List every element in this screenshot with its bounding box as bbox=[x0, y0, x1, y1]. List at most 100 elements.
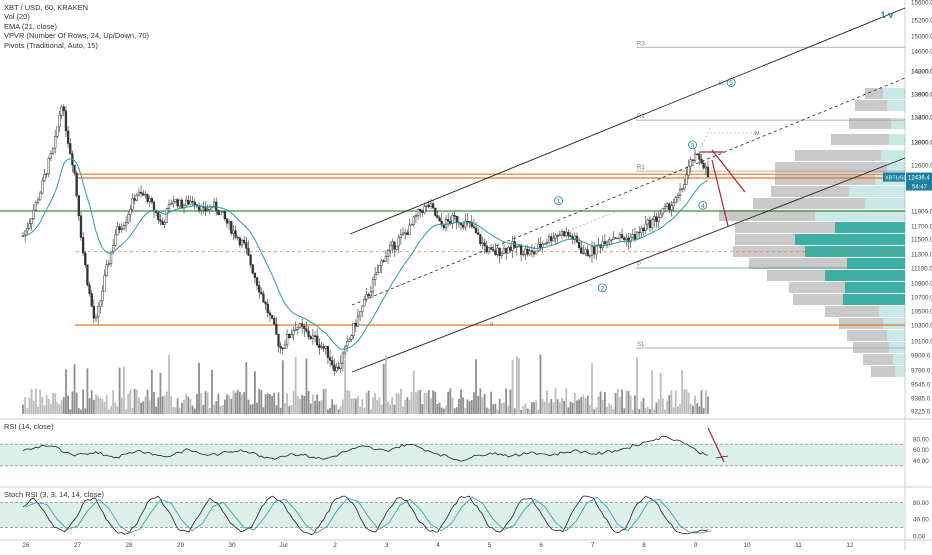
volume-bar bbox=[614, 392, 617, 414]
candle-body bbox=[678, 189, 682, 196]
candle-body bbox=[648, 219, 652, 229]
volume-bar bbox=[466, 399, 469, 414]
volume-bar bbox=[41, 396, 44, 414]
price-tick-label: 14200.0 bbox=[911, 69, 932, 76]
candle-body bbox=[285, 333, 289, 346]
volume-bar bbox=[653, 409, 656, 414]
candle-body bbox=[49, 153, 53, 159]
legend-vpvr[interactable]: VPVR (Number Of Rows, 24, Up/Down, 70) bbox=[4, 31, 150, 41]
candle-body bbox=[472, 226, 476, 229]
candle-body bbox=[109, 251, 113, 264]
volume-bar bbox=[558, 402, 561, 414]
candle-body bbox=[389, 245, 392, 251]
vpvr-down-bar bbox=[865, 88, 883, 99]
legend-volume[interactable]: Vol (20) bbox=[4, 12, 30, 22]
candle-body bbox=[408, 224, 411, 236]
volume-bar bbox=[507, 405, 510, 414]
candle-body bbox=[477, 232, 480, 235]
candle-body bbox=[311, 335, 315, 340]
candle-body bbox=[635, 231, 639, 240]
candle-body bbox=[670, 205, 673, 211]
candle-body bbox=[706, 166, 710, 178]
candle-body bbox=[200, 206, 203, 211]
volume-bar bbox=[417, 390, 419, 414]
volume-bar bbox=[97, 396, 100, 414]
volume-bar bbox=[651, 370, 654, 414]
volume-bar bbox=[303, 395, 306, 414]
candle-body bbox=[532, 251, 536, 255]
vpvr-down-bar bbox=[753, 198, 865, 209]
candle-body bbox=[573, 235, 576, 240]
rsi-title[interactable]: RSI (14, close) bbox=[4, 422, 54, 431]
candle-body bbox=[255, 277, 259, 286]
volume-bar bbox=[552, 402, 555, 414]
candle-body bbox=[243, 239, 246, 244]
vpvr-up-bar bbox=[849, 186, 905, 197]
candle-body bbox=[341, 352, 345, 364]
candle-body bbox=[331, 360, 334, 366]
candle-body bbox=[157, 212, 160, 221]
vpvr-down-bar bbox=[855, 100, 887, 111]
candle-body bbox=[429, 203, 433, 208]
candle-body bbox=[702, 162, 705, 169]
volume-bar bbox=[668, 395, 671, 414]
volume-bar bbox=[432, 390, 435, 414]
candle-body bbox=[605, 241, 609, 245]
volume-bar bbox=[389, 404, 392, 414]
candle-body bbox=[268, 312, 272, 316]
volume-bar bbox=[24, 397, 27, 414]
volume-bar bbox=[425, 392, 428, 414]
vpvr-down-bar bbox=[839, 318, 883, 329]
candle-body bbox=[444, 219, 448, 229]
candle-body bbox=[633, 234, 637, 240]
candle-body bbox=[504, 248, 508, 254]
volume-bar bbox=[616, 388, 619, 414]
stoch-signal-line bbox=[25, 496, 712, 534]
volume-bar bbox=[281, 360, 284, 414]
candle-body bbox=[582, 252, 585, 255]
candle-body bbox=[328, 357, 332, 361]
rsi-tick-label: 40.00 bbox=[913, 458, 929, 465]
volume-bar bbox=[700, 390, 703, 414]
volume-bar bbox=[382, 363, 385, 414]
candle-body bbox=[326, 345, 330, 358]
candle-body bbox=[101, 290, 104, 302]
candle-body bbox=[530, 250, 534, 252]
legend-pivots[interactable]: Pivots (Traditional, Auto, 15) bbox=[4, 40, 98, 50]
candle-body bbox=[337, 366, 340, 370]
volume-bar bbox=[286, 393, 289, 414]
volume-bar bbox=[193, 408, 196, 414]
candle-body bbox=[180, 199, 184, 208]
candle-body bbox=[313, 335, 317, 337]
volume-bar bbox=[603, 392, 606, 414]
candle-body bbox=[603, 241, 607, 245]
volume-bar bbox=[238, 391, 241, 414]
candle-body bbox=[552, 237, 555, 242]
volume-bar bbox=[47, 399, 50, 414]
legend-ema[interactable]: EMA (21, close) bbox=[4, 21, 57, 31]
candle-body bbox=[358, 311, 362, 317]
volume-bar bbox=[698, 406, 701, 414]
candle-body bbox=[303, 326, 306, 330]
price-tick-label: 9700.0 bbox=[911, 368, 931, 375]
candle-body bbox=[94, 316, 98, 319]
main-legend: XBT / USD, 60, KRAKEN Vol (20) EMA (21, … bbox=[4, 3, 149, 50]
volume-bar bbox=[71, 391, 74, 414]
price-tick-label: 13400.0 bbox=[911, 115, 932, 122]
legend-symbol[interactable]: XBT / USD, 60, KRAKEN bbox=[4, 3, 89, 12]
volume-bar bbox=[133, 388, 136, 414]
candle-body bbox=[625, 237, 628, 240]
candle-body bbox=[466, 220, 469, 223]
candle-body bbox=[84, 252, 87, 266]
volume-bar bbox=[692, 405, 694, 414]
volume-bar bbox=[453, 408, 456, 414]
candle-body bbox=[142, 193, 145, 196]
volume-bar bbox=[561, 397, 563, 414]
volume-bar bbox=[606, 406, 608, 414]
stoch-title[interactable]: Stoch RSI (3, 3, 14, 14, close) bbox=[4, 490, 105, 499]
volume-bar bbox=[546, 390, 548, 414]
vpvr-down-bar bbox=[793, 294, 843, 305]
volume-bar bbox=[400, 388, 402, 414]
